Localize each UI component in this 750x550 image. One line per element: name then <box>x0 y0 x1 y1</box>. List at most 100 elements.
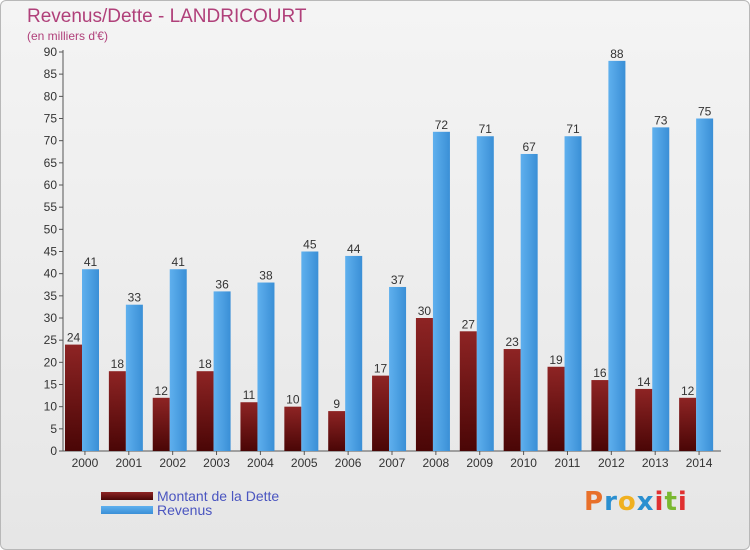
bar-revenus <box>652 127 670 451</box>
bar-revenus <box>125 304 143 451</box>
chart-subtitle: (en milliers d'€) <box>27 29 108 43</box>
logo-letter: t <box>664 487 678 517</box>
data-label-dette: 11 <box>243 388 256 402</box>
data-label-revenus: 38 <box>259 269 273 283</box>
x-tick-label: 2009 <box>466 456 493 470</box>
bar-dette <box>196 371 214 451</box>
data-label-dette: 16 <box>593 366 607 380</box>
data-label-revenus: 33 <box>128 291 142 305</box>
data-label-dette: 9 <box>333 397 340 411</box>
x-tick-label: 2006 <box>335 456 362 470</box>
bar-revenus <box>476 136 494 451</box>
data-label-revenus: 71 <box>479 122 493 136</box>
data-label-revenus: 41 <box>172 255 186 269</box>
data-label-dette: 12 <box>155 384 169 398</box>
data-label-dette: 24 <box>67 331 81 345</box>
y-tick-label: 70 <box>44 134 58 148</box>
y-tick-label: 5 <box>50 422 57 436</box>
legend-swatch-dette <box>101 492 153 500</box>
bar-dette <box>108 371 126 451</box>
logo-letter: i <box>654 487 665 517</box>
y-tick-label: 15 <box>44 378 58 392</box>
data-label-dette: 12 <box>681 384 695 398</box>
y-tick-label: 25 <box>44 333 58 347</box>
y-tick-label: 40 <box>44 267 58 281</box>
x-tick-label: 2005 <box>291 456 318 470</box>
bar-dette <box>591 380 609 451</box>
bar-dette <box>503 349 521 451</box>
y-tick-label: 80 <box>44 89 58 103</box>
x-tick-label: 2003 <box>203 456 230 470</box>
bar-dette <box>284 406 302 451</box>
logo-letter: o <box>617 487 637 517</box>
x-tick-label: 2010 <box>510 456 537 470</box>
bar-revenus <box>301 251 319 451</box>
y-tick-label: 85 <box>44 67 58 81</box>
bar-revenus <box>520 153 538 451</box>
bar-revenus <box>345 255 363 451</box>
x-tick-label: 2000 <box>72 456 99 470</box>
legend-label-dette: Montant de la Dette <box>157 488 280 504</box>
x-tick-label: 2002 <box>159 456 186 470</box>
data-label-revenus: 88 <box>610 47 624 61</box>
bar-revenus <box>389 286 407 451</box>
data-label-revenus: 44 <box>347 242 361 256</box>
y-tick-label: 90 <box>44 45 58 59</box>
y-tick-label: 20 <box>44 355 58 369</box>
bar-dette <box>152 397 170 451</box>
data-label-dette: 18 <box>111 357 125 371</box>
data-label-dette: 10 <box>286 393 300 407</box>
y-tick-label: 35 <box>44 289 58 303</box>
bar-dette <box>65 344 82 451</box>
data-label-revenus: 41 <box>84 255 98 269</box>
data-label-dette: 27 <box>462 317 476 331</box>
bar-dette <box>679 397 697 451</box>
y-tick-label: 30 <box>44 311 58 325</box>
bar-revenus <box>169 269 187 451</box>
data-label-revenus: 73 <box>654 113 668 127</box>
logo-letter: i <box>677 487 688 517</box>
bar-dette <box>240 402 258 451</box>
chart-bars <box>65 60 714 452</box>
x-tick-label: 2008 <box>423 456 450 470</box>
bar-revenus <box>608 60 626 451</box>
data-label-revenus: 36 <box>215 277 229 291</box>
y-tick-label: 75 <box>44 112 58 126</box>
bar-dette <box>372 375 390 451</box>
logo-letter: P <box>584 487 605 517</box>
x-tick-label: 2013 <box>642 456 669 470</box>
y-tick-label: 45 <box>44 245 58 259</box>
data-label-dette: 18 <box>198 357 212 371</box>
y-tick-label: 10 <box>44 400 58 414</box>
bar-revenus <box>696 118 714 451</box>
x-tick-label: 2007 <box>379 456 406 470</box>
x-tick-label: 2004 <box>247 456 274 470</box>
bar-revenus <box>564 136 582 451</box>
bar-revenus <box>432 131 450 452</box>
y-tick-label: 60 <box>44 178 58 192</box>
y-tick-label: 0 <box>50 444 57 458</box>
x-tick-label: 2014 <box>686 456 713 470</box>
bar-dette <box>459 331 477 451</box>
x-tick-label: 2001 <box>115 456 142 470</box>
y-tick-label: 50 <box>44 222 58 236</box>
data-label-revenus: 67 <box>522 140 536 154</box>
logo-letter: r <box>604 487 618 517</box>
bar-dette <box>547 366 565 451</box>
y-tick-label: 65 <box>44 156 58 170</box>
data-label-dette: 17 <box>374 362 388 376</box>
legend-swatch-revenus <box>101 506 153 514</box>
y-tick-label: 55 <box>44 200 58 214</box>
data-label-revenus: 37 <box>391 273 405 287</box>
legend-label-revenus: Revenus <box>157 502 213 518</box>
bar-revenus <box>82 269 99 451</box>
data-label-revenus: 75 <box>698 105 712 119</box>
data-label-dette: 30 <box>418 304 432 318</box>
data-label-dette: 19 <box>549 353 563 367</box>
x-tick-label: 2012 <box>598 456 625 470</box>
data-label-dette: 23 <box>505 335 519 349</box>
bar-dette <box>415 318 433 451</box>
x-tick-label: 2011 <box>555 456 581 470</box>
bar-revenus <box>213 291 231 451</box>
